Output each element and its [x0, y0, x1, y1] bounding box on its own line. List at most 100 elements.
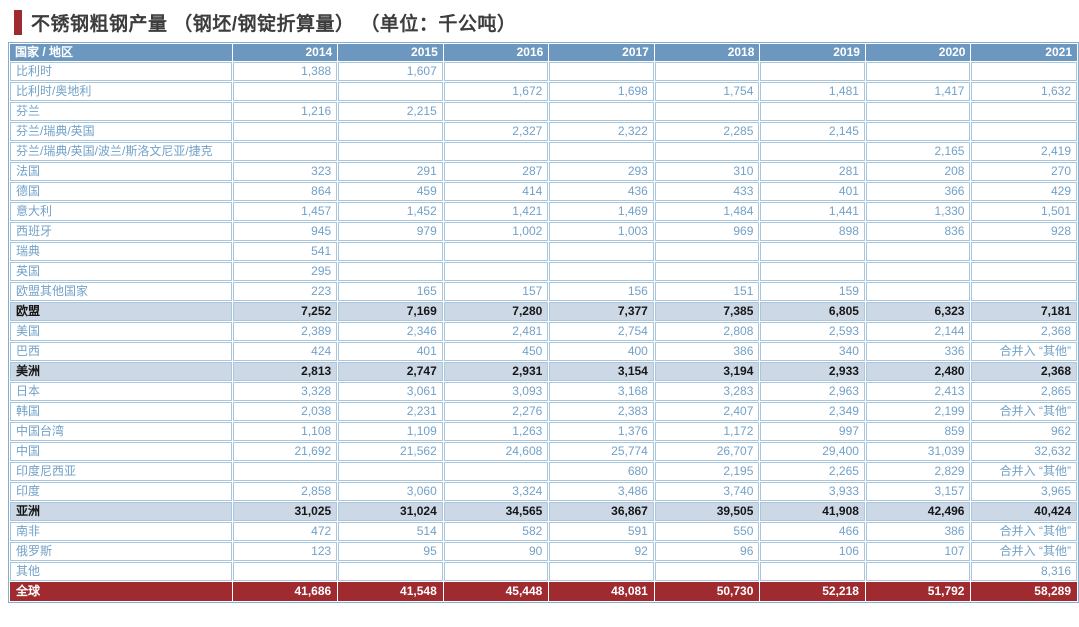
value-cell: 293 — [549, 162, 654, 181]
value-cell: 合并入 “其他” — [971, 402, 1077, 421]
value-cell: 2,327 — [443, 122, 549, 141]
table-row: 巴西 424 401 450 400 386 340 336 合并入 “其他” — [10, 342, 1077, 361]
value-cell: 2,481 — [443, 322, 549, 341]
value-cell: 3,933 — [760, 482, 865, 501]
value-cell — [654, 142, 760, 161]
table-row: 西班牙 945 979 1,002 1,003 969 898 836 928 — [10, 222, 1077, 241]
value-cell: 2,419 — [971, 142, 1077, 161]
value-cell: 8,316 — [971, 562, 1077, 581]
value-cell: 2,413 — [865, 382, 971, 401]
value-cell: 39,505 — [654, 502, 760, 521]
value-cell: 928 — [971, 222, 1077, 241]
region-cell: 亚洲 — [10, 502, 232, 521]
column-header-region: 国家 / 地区 — [10, 44, 232, 61]
value-cell: 7,385 — [654, 302, 760, 321]
region-cell: 韩国 — [10, 402, 232, 421]
value-cell — [654, 562, 760, 581]
column-header-year: 2019 — [760, 44, 865, 61]
region-cell: 南非 — [10, 522, 232, 541]
value-cell — [654, 62, 760, 81]
value-cell — [760, 102, 865, 121]
value-cell: 591 — [549, 522, 654, 541]
value-cell: 31,039 — [865, 442, 971, 461]
value-cell: 836 — [865, 222, 971, 241]
table-row: 芬兰 1,216 2,215 — [10, 102, 1077, 121]
region-cell: 英国 — [10, 262, 232, 281]
value-cell: 436 — [549, 182, 654, 201]
region-cell: 比利时/奥地利 — [10, 82, 232, 101]
value-cell: 7,252 — [232, 302, 338, 321]
value-cell: 1,003 — [549, 222, 654, 241]
region-cell: 欧盟其他国家 — [10, 282, 232, 301]
region-cell: 美国 — [10, 322, 232, 341]
region-cell: 中国台湾 — [10, 422, 232, 441]
title-accent-bar — [14, 9, 22, 35]
value-cell: 151 — [654, 282, 760, 301]
value-cell: 3,168 — [549, 382, 654, 401]
value-cell: 680 — [549, 462, 654, 481]
value-cell: 1,388 — [232, 62, 338, 81]
value-cell: 7,169 — [338, 302, 443, 321]
table-row: 瑞典 541 — [10, 242, 1077, 261]
region-cell: 印度尼西亚 — [10, 462, 232, 481]
value-cell — [443, 142, 549, 161]
region-cell: 美洲 — [10, 362, 232, 381]
value-cell: 1,632 — [971, 82, 1077, 101]
value-cell — [865, 242, 971, 261]
value-cell — [443, 562, 549, 581]
value-cell — [443, 62, 549, 81]
value-cell — [443, 462, 549, 481]
value-cell: 2,231 — [338, 402, 443, 421]
value-cell — [338, 262, 443, 281]
value-cell: 401 — [338, 342, 443, 361]
table-row: 韩国 2,038 2,231 2,276 2,383 2,407 2,349 2,199 合并入… — [10, 402, 1077, 421]
value-cell — [338, 142, 443, 161]
page-title: 不锈钢粗钢产量 （钢坯/钢锭折算量） （单位：千公吨） — [31, 13, 517, 35]
value-cell — [865, 262, 971, 281]
region-cell: 其他 — [10, 562, 232, 581]
value-cell — [549, 262, 654, 281]
value-cell — [338, 122, 443, 141]
value-cell: 2,322 — [549, 122, 654, 141]
value-cell: 2,865 — [971, 382, 1077, 401]
value-cell: 400 — [549, 342, 654, 361]
value-cell — [971, 282, 1077, 301]
value-cell: 2,407 — [654, 402, 760, 421]
value-cell: 550 — [654, 522, 760, 541]
value-cell: 50,730 — [654, 582, 760, 601]
value-cell: 2,265 — [760, 462, 865, 481]
value-cell: 281 — [760, 162, 865, 181]
value-cell: 2,829 — [865, 462, 971, 481]
value-cell: 92 — [549, 542, 654, 561]
table-row: 欧盟其他国家 223 165 157 156 151 159 — [10, 282, 1077, 301]
region-cell: 德国 — [10, 182, 232, 201]
value-cell: 1,172 — [654, 422, 760, 441]
value-cell: 31,024 — [338, 502, 443, 521]
value-cell — [549, 102, 654, 121]
value-cell: 2,346 — [338, 322, 443, 341]
value-cell: 472 — [232, 522, 338, 541]
value-cell: 2,480 — [865, 362, 971, 381]
region-cell: 巴西 — [10, 342, 232, 361]
value-cell: 340 — [760, 342, 865, 361]
total-row: 全球 41,686 41,548 45,448 48,081 50,730 52,218 51… — [10, 582, 1077, 601]
value-cell: 1,469 — [549, 202, 654, 221]
value-cell: 3,194 — [654, 362, 760, 381]
value-cell — [338, 82, 443, 101]
value-cell: 1,330 — [865, 202, 971, 221]
value-cell — [760, 142, 865, 161]
value-cell: 2,349 — [760, 402, 865, 421]
value-cell: 25,774 — [549, 442, 654, 461]
value-cell — [865, 122, 971, 141]
column-header-year: 2014 — [232, 44, 338, 61]
table-row: 比利时/奥地利 1,672 1,698 1,754 1,481 1,417 1,632 — [10, 82, 1077, 101]
value-cell: 1,263 — [443, 422, 549, 441]
value-cell: 2,285 — [654, 122, 760, 141]
value-cell — [232, 562, 338, 581]
value-cell: 366 — [865, 182, 971, 201]
value-cell — [971, 102, 1077, 121]
value-cell: 3,060 — [338, 482, 443, 501]
value-cell: 107 — [865, 542, 971, 561]
value-cell: 合并入 “其他” — [971, 462, 1077, 481]
value-cell: 157 — [443, 282, 549, 301]
